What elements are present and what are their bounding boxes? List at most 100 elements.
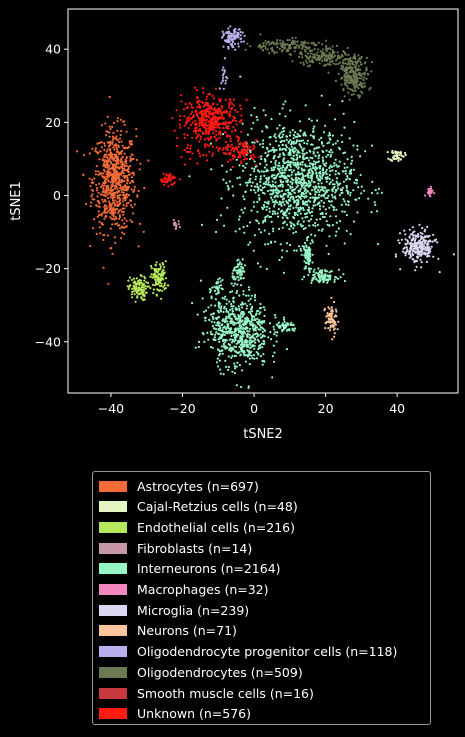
data-point — [286, 48, 289, 51]
data-point — [98, 220, 101, 223]
data-point — [178, 226, 181, 229]
data-point — [409, 233, 413, 236]
data-point — [285, 161, 288, 164]
data-point — [425, 260, 428, 264]
data-point — [127, 187, 130, 190]
data-point — [219, 131, 222, 134]
data-point — [114, 173, 118, 177]
data-point — [418, 223, 421, 226]
data-point — [92, 227, 95, 230]
data-point — [254, 191, 257, 194]
data-point — [252, 201, 255, 204]
data-point — [136, 282, 139, 285]
data-point — [282, 159, 285, 163]
data-point — [315, 176, 318, 179]
data-point — [236, 111, 239, 114]
data-point — [298, 178, 301, 181]
data-point — [237, 271, 240, 275]
data-point — [93, 198, 96, 201]
data-point — [127, 201, 130, 204]
x-axis-ticks: −40 −20 0 20 40 — [98, 393, 405, 416]
data-point — [245, 307, 248, 310]
data-point — [281, 107, 284, 110]
data-point — [258, 228, 261, 231]
data-point — [112, 206, 115, 209]
data-point — [272, 344, 275, 347]
data-point — [240, 348, 243, 351]
data-point — [292, 169, 295, 172]
data-point — [331, 183, 334, 186]
data-point — [144, 284, 147, 287]
data-point — [122, 193, 125, 197]
data-point — [231, 370, 234, 373]
series-points-6 — [394, 223, 455, 274]
data-point — [253, 324, 256, 327]
data-point — [415, 265, 418, 268]
data-point — [258, 319, 261, 322]
data-point — [262, 353, 265, 356]
data-point — [294, 142, 297, 145]
data-point — [199, 155, 202, 158]
data-point — [243, 141, 246, 144]
data-point — [76, 150, 79, 153]
data-point — [258, 312, 261, 315]
data-point — [210, 168, 213, 171]
data-point — [337, 268, 340, 271]
data-point — [307, 159, 310, 162]
data-point — [220, 82, 223, 85]
data-point — [224, 120, 227, 123]
data-point — [331, 312, 334, 315]
data-point — [357, 186, 360, 189]
data-point — [208, 288, 211, 291]
data-point — [290, 173, 293, 176]
data-point — [114, 199, 117, 202]
data-point — [216, 112, 219, 115]
data-point — [243, 155, 246, 158]
data-point — [101, 198, 104, 201]
data-point — [334, 173, 337, 176]
data-point — [98, 213, 101, 217]
data-point — [289, 139, 292, 142]
data-point — [241, 151, 244, 154]
data-point — [331, 179, 334, 182]
data-point — [247, 294, 250, 297]
data-point — [304, 59, 308, 62]
data-point — [245, 339, 248, 342]
data-point — [344, 52, 347, 55]
data-point — [253, 344, 256, 347]
data-point — [227, 343, 230, 346]
data-point — [327, 134, 330, 137]
data-point — [216, 218, 219, 221]
data-point — [209, 345, 213, 349]
data-point — [232, 115, 235, 118]
data-point — [343, 69, 346, 73]
data-point — [248, 341, 251, 344]
data-point — [312, 130, 315, 133]
data-point — [323, 201, 326, 204]
data-point — [204, 309, 208, 312]
data-point — [242, 211, 245, 214]
legend-swatch — [99, 584, 127, 595]
data-point — [240, 313, 243, 316]
data-point — [308, 258, 311, 261]
data-point — [193, 127, 196, 130]
data-point — [323, 54, 326, 57]
data-point — [420, 254, 423, 257]
data-point — [304, 134, 307, 137]
data-point — [366, 72, 369, 75]
data-point — [324, 63, 327, 66]
data-point — [240, 107, 243, 110]
data-point — [215, 324, 218, 327]
data-point — [311, 61, 315, 64]
data-point — [212, 152, 215, 155]
data-point — [239, 75, 242, 78]
data-point — [115, 144, 118, 147]
data-point — [131, 287, 134, 290]
data-point — [287, 322, 290, 325]
data-point — [420, 261, 423, 264]
series-points-5 — [424, 185, 436, 198]
data-point — [234, 329, 237, 332]
data-point — [346, 46, 349, 50]
data-point — [356, 60, 359, 63]
data-point — [317, 196, 320, 199]
